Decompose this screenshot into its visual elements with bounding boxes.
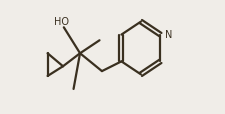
Text: HO: HO: [54, 17, 69, 27]
Text: N: N: [165, 30, 173, 40]
